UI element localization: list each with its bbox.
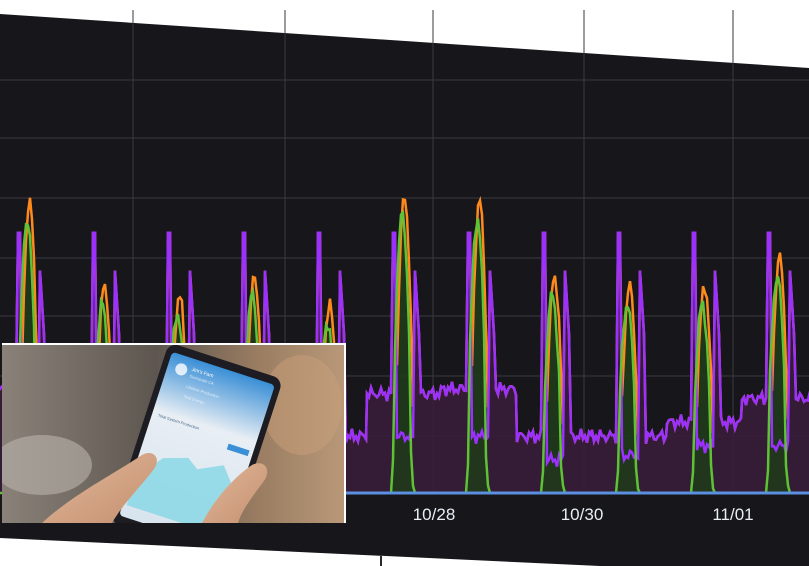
- phone-photo-inset: Jim's Fam Sunnyvale CA Lifetime Producti…: [2, 343, 346, 523]
- cursor-tick: [380, 556, 382, 566]
- x-tick-label: 10/28: [412, 505, 456, 524]
- green-series-area: [0, 212, 809, 493]
- x-tick-label: 11/01: [712, 505, 754, 524]
- x-tick-label: 10/30: [560, 505, 604, 524]
- app-tab-button: [226, 443, 250, 457]
- right-hand: [202, 463, 268, 523]
- app-avatar-icon: [175, 363, 188, 376]
- app-stat-text: Total Energy: [182, 393, 205, 405]
- blurred-background-shape: [262, 355, 342, 455]
- blurred-background-shape: [2, 435, 92, 495]
- app-chart-area: [126, 457, 232, 523]
- phone-photo-image: Jim's Fam Sunnyvale CA Lifetime Producti…: [2, 345, 344, 523]
- left-hand: [42, 452, 157, 523]
